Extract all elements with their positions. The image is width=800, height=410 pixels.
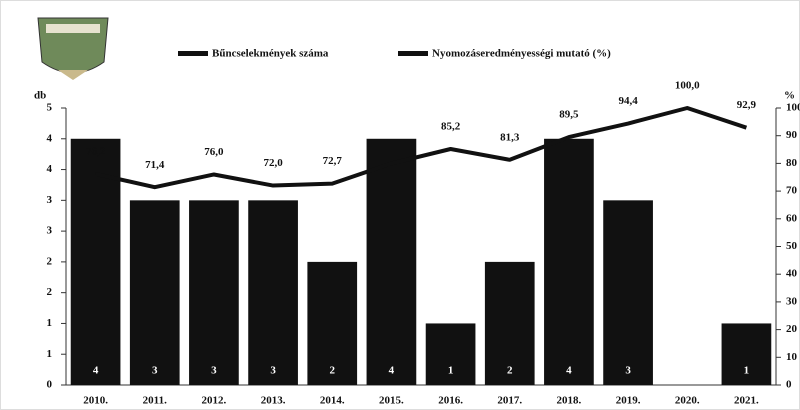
bar [425, 323, 476, 385]
y2-tick-label: 20 [786, 323, 798, 335]
y-tick-label: 3 [47, 194, 53, 206]
x-tick-label: 2018. [557, 395, 582, 407]
legend-swatch [178, 51, 208, 56]
y2-tick-label: 40 [786, 268, 798, 280]
line-value-label: 92,9 [737, 99, 757, 111]
bar [70, 138, 121, 385]
x-tick-label: 2012. [202, 395, 227, 407]
y-tick-label: 1 [47, 317, 53, 329]
line-value-label: 94,4 [618, 95, 638, 107]
line [95, 106, 748, 190]
y2-tick-label: 0 [786, 379, 792, 391]
legend-swatch [398, 51, 428, 56]
bar-value-label: 4 [389, 365, 395, 377]
bar [484, 261, 535, 385]
legend-label: Nyomozáseredményességi mutató (%) [432, 48, 611, 60]
x-tick-label: 2017. [497, 395, 522, 407]
bar [366, 138, 417, 385]
x-tick-label: 2019. [616, 395, 641, 407]
bar [721, 323, 772, 385]
y2-tick-label: 100 [786, 102, 800, 114]
x-tick-label: 2014. [320, 395, 345, 407]
y2-tick-label: 70 [786, 185, 798, 197]
bar [248, 200, 298, 385]
line-value-label: 81,3 [500, 131, 520, 143]
y2-tick-label: 80 [786, 157, 798, 169]
bar-value-label: 3 [625, 365, 631, 377]
y-tick-label: 4 [47, 163, 53, 175]
y-tick-label: 5 [47, 102, 53, 114]
bar-value-label: 4 [566, 365, 572, 377]
bar-value-label: 1 [744, 365, 750, 377]
x-tick-label: 2021. [734, 395, 759, 407]
y2-axis-label: % [784, 90, 795, 102]
line-value-label: 72,0 [263, 157, 283, 169]
y2-tick-label: 10 [786, 351, 798, 363]
line-value-label: 71,4 [145, 159, 165, 171]
y-axis-label: db [34, 90, 46, 102]
y-tick-label: 2 [47, 255, 53, 267]
bar-value-label: 3 [270, 365, 276, 377]
bar [544, 138, 594, 385]
bar-value-label: 2 [507, 365, 513, 377]
bar-value-label: 3 [152, 365, 158, 377]
bar-value-label: 2 [330, 365, 336, 377]
legend-label: Bűncselekmények száma [212, 48, 329, 60]
y2-tick-label: 50 [786, 240, 798, 252]
y2-tick-label: 60 [786, 212, 798, 224]
x-tick-label: 2015. [379, 395, 404, 407]
x-tick-label: 2020. [675, 395, 700, 407]
y-tick-label: 1 [47, 348, 53, 360]
x-tick-label: 2013. [261, 395, 286, 407]
x-tick-label: 2011. [143, 395, 167, 407]
y-tick-label: 3 [47, 225, 53, 237]
line-value-label: 72,7 [323, 155, 343, 167]
line-value-label: 76,2 [86, 145, 106, 157]
y-tick-label: 0 [47, 379, 53, 391]
x-tick-label: 2016. [438, 395, 463, 407]
y2-tick-label: 90 [786, 129, 798, 141]
x-tick-label: 2010. [83, 395, 108, 407]
y-tick-label: 2 [47, 286, 53, 298]
bar [307, 261, 358, 385]
line-value-label: 76,0 [204, 146, 224, 158]
bar-value-label: 3 [211, 365, 217, 377]
logo [37, 17, 109, 80]
bar [189, 200, 239, 385]
bar [603, 200, 653, 385]
bar-value-label: 4 [93, 365, 99, 377]
y2-tick-label: 30 [786, 295, 798, 307]
line-value-label: 85,2 [441, 121, 461, 133]
bar-value-label: 1 [448, 365, 454, 377]
bar [129, 200, 180, 385]
line-value-label: 89,5 [559, 109, 579, 121]
line-value-label: 100,0 [675, 80, 700, 92]
y-tick-label: 4 [47, 132, 53, 144]
